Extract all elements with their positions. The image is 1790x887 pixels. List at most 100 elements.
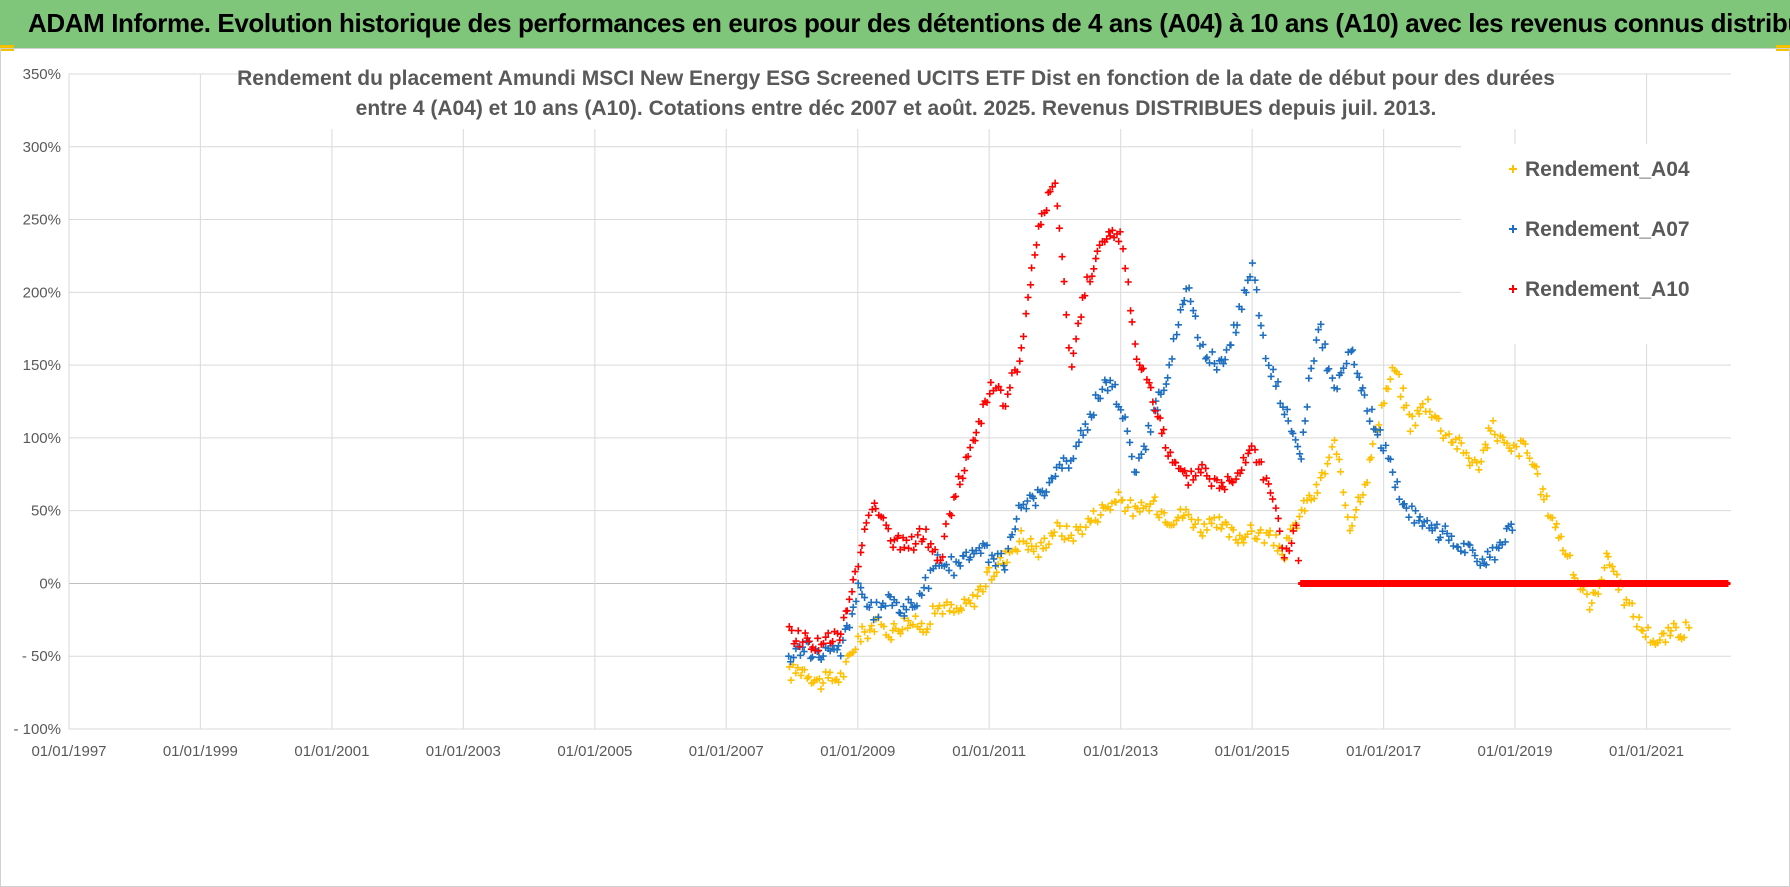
marker-Rendement_A04 [1656,636,1664,644]
marker-Rendement_A07 [1433,520,1441,528]
marker-Rendement_A04 [1106,506,1114,514]
marker-Rendement_A04 [1312,481,1320,489]
marker-Rendement_A07 [861,594,869,602]
marker-Rendement_A07 [1408,502,1416,510]
marker-Rendement_A04 [896,630,904,638]
marker-Rendement_A10 [814,634,822,642]
marker-Rendement_A07 [1333,385,1341,393]
marker-Rendement_A04 [1604,553,1612,561]
marker-Rendement_A10 [1022,310,1030,318]
marker-Rendement_A07 [975,544,983,552]
marker-Rendement_A07 [1077,427,1085,435]
marker-Rendement_A04 [1489,417,1497,425]
marker-Rendement_A04 [787,676,795,684]
marker-Rendement_A07 [1128,453,1136,461]
marker-Rendement_A07 [1441,522,1449,530]
marker-Rendement_A04 [1182,506,1190,514]
marker-Rendement_A07 [1303,403,1311,411]
marker-Rendement_A07 [1343,359,1351,367]
marker-Rendement_A10 [1145,379,1153,387]
marker-Rendement_A07 [1132,468,1140,476]
marker-Rendement_A07 [1402,504,1410,512]
marker-Rendement_A04 [1635,613,1643,621]
marker-Rendement_A10 [1128,318,1136,326]
marker-Rendement_A07 [1221,356,1229,364]
marker-Rendement_A10 [785,623,793,631]
marker-Rendement_A10 [854,563,862,571]
marker-Rendement_A04 [1351,513,1359,521]
marker-Rendement_A07 [1232,329,1240,337]
marker-Rendement_A04 [1553,520,1561,528]
marker-Rendement_A07 [1075,438,1083,446]
marker-Rendement_A10 [1053,202,1061,210]
marker-Rendement_A10 [1156,414,1164,422]
marker-Rendement_A04 [990,572,998,580]
marker-Rendement_A07 [1349,346,1357,354]
chart-frame: Rendement du placement Amundi MSCI New E… [0,48,1790,887]
marker-Rendement_A07 [854,579,862,587]
marker-Rendement_A04 [958,606,966,614]
marker-Rendement_A10 [792,637,800,645]
marker-Rendement_A07 [1121,413,1129,421]
marker-Rendement_A10 [851,568,859,576]
marker-Rendement_A10 [1027,281,1035,289]
marker-Rendement_A04 [1265,531,1273,539]
marker-Rendement_A10 [1147,384,1155,392]
marker-Rendement_A04 [1253,535,1261,543]
marker-Rendement_A07 [983,541,991,549]
marker-Rendement_A04 [800,666,808,674]
marker-Rendement_A04 [1603,549,1611,557]
y-tick-label: 50% [31,503,61,520]
marker-Rendement_A04 [1435,415,1443,423]
marker-Rendement_A04 [870,628,878,636]
marker-Rendement_A10 [1242,459,1250,467]
marker-Rendement_A07 [1292,436,1300,444]
marker-Rendement_A07 [857,584,865,592]
marker-Rendement_A07 [790,654,798,662]
marker-Rendement_A07 [1173,331,1181,339]
marker-Rendement_A04 [1180,512,1188,520]
marker-Rendement_A04 [1037,539,1045,547]
marker-Rendement_A04 [792,669,800,677]
marker-Rendement_A07 [1486,553,1494,561]
y-tick-label: 250% [23,212,61,229]
marker-Rendement_A04 [1499,433,1507,441]
marker-Rendement_A07 [785,652,793,660]
marker-Rendement_A04 [1200,520,1208,528]
marker-Rendement_A04 [1583,590,1591,598]
marker-Rendement_A04 [1442,431,1450,439]
marker-Rendement_A07 [1423,517,1431,525]
marker-Rendement_A10 [1136,361,1144,369]
marker-Rendement_A07 [1000,562,1008,570]
marker-Rendement_A07 [800,648,808,656]
marker-Rendement_A04 [918,619,926,627]
marker-Rendement_A10 [1164,452,1172,460]
marker-Rendement_A07 [846,624,854,632]
marker-Rendement_A07 [1386,455,1394,463]
marker-Rendement_A10 [1189,476,1197,484]
marker-Rendement_A10 [1124,278,1132,286]
marker-Rendement_A10 [872,505,880,513]
marker-Rendement_A07 [849,603,857,611]
marker-Rendement_A07 [1233,321,1241,329]
marker-Rendement_A07 [893,599,901,607]
marker-Rendement_A07 [1096,394,1104,402]
marker-Rendement_A07 [1283,405,1291,413]
marker-Rendement_A04 [1453,445,1461,453]
marker-Rendement_A10 [1096,241,1104,249]
x-tick-label: 01/01/2007 [689,743,764,760]
marker-Rendement_A10 [1105,228,1113,236]
marker-Rendement_A07 [1262,354,1270,362]
marker-Rendement_A04 [1579,586,1587,594]
marker-Rendement_A04 [1557,533,1565,541]
legend-label-Rendement_A04: Rendement_A04 [1525,158,1690,181]
marker-Rendement_A07 [1019,500,1027,508]
marker-Rendement_A10 [1017,344,1025,352]
marker-Rendement_A07 [1299,428,1307,436]
marker-Rendement_A10 [1127,307,1135,315]
marker-Rendement_A07 [848,610,856,618]
series-Rendement_A10 [785,179,1731,655]
marker-Rendement_A04 [890,620,898,628]
y-tick-label: 0% [39,575,61,592]
marker-Rendement_A07 [1246,273,1254,281]
